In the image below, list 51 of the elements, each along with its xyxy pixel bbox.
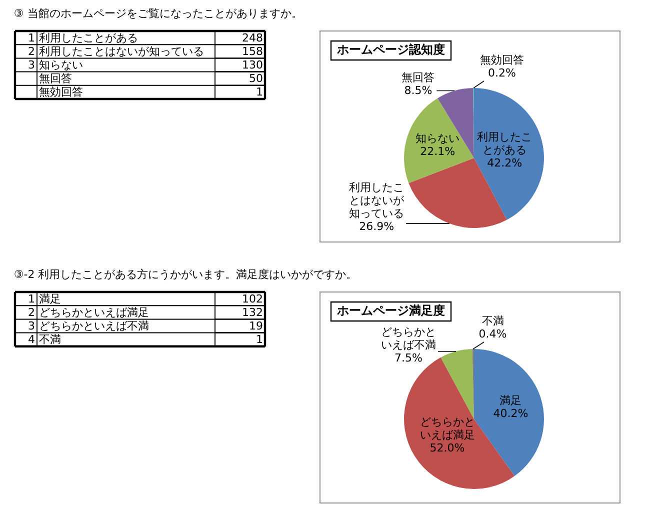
- data-label: 26.9%: [359, 220, 394, 234]
- y-tick-label: 4: [28, 333, 35, 346]
- pie-slice: [474, 88, 544, 220]
- y2-tick-label: 無効回答: [39, 86, 83, 99]
- data-label: 1: [256, 333, 263, 346]
- data-label: 130: [242, 58, 263, 72]
- y2-tick-label: どちらかといえば満足: [39, 306, 149, 319]
- y2-tick-label: 満足: [39, 292, 61, 306]
- data-label: 248: [242, 31, 263, 44]
- y2-tick-label: 知らない: [39, 58, 83, 72]
- chart-title: ③ 当館のホームページをご覧になったことがありますか。: [14, 6, 302, 20]
- data-label: 0.2%: [488, 66, 516, 80]
- data-label: 7.5%: [394, 351, 422, 364]
- data-label: 132: [242, 306, 263, 319]
- slice-label: 不満: [482, 314, 504, 328]
- data-label: 158: [242, 44, 263, 58]
- chart-title: ③-2 利用したことがある方にうかがいます。満足度はいかがですか。: [14, 268, 358, 281]
- y-tick-label: 1: [28, 292, 35, 306]
- data-label: 8.5%: [404, 84, 432, 98]
- data-label: 22.1%: [420, 145, 456, 158]
- data-label: 42.2%: [487, 156, 522, 170]
- data-label: 102: [242, 292, 263, 306]
- pie-slice: [474, 349, 544, 476]
- data-label: 0.4%: [478, 328, 507, 340]
- chart-title: ホームページ認知度: [336, 42, 445, 56]
- data-label: 52.0%: [430, 442, 465, 455]
- slice-label: 無回答: [402, 71, 435, 84]
- y2-tick-label: 利用したことがある: [39, 31, 138, 44]
- y-tick-label: 2: [28, 44, 35, 58]
- pie-slice: [440, 349, 474, 419]
- slice-label: どちらかといえば満足: [420, 416, 475, 442]
- data-label: 50: [249, 72, 263, 86]
- y2-tick-label: どちらかといえば不満: [39, 320, 149, 332]
- pie-slice: [404, 98, 474, 184]
- slice-label: どちらかといえば不満: [380, 325, 436, 352]
- slice-label: 無効回答: [480, 54, 524, 66]
- slice-label: 利用したことはないが知っている: [349, 181, 406, 220]
- y-tick-label: 2: [28, 306, 35, 319]
- slice-label: 知らない: [416, 132, 460, 146]
- data-label: 1: [256, 86, 263, 99]
- y2-tick-label: 利用したことはないが知っている: [39, 44, 204, 58]
- slice-label: 満足: [500, 394, 522, 407]
- chart-title: ホームページ満足度: [336, 304, 445, 318]
- y2-tick-label: 不満: [39, 333, 61, 346]
- y-tick-label: 3: [28, 320, 35, 332]
- slice-label: 利用したことがある: [477, 130, 532, 156]
- y2-tick-label: 無回答: [39, 72, 72, 86]
- data-label: 19: [249, 320, 263, 332]
- data-label: 40.2%: [493, 406, 528, 420]
- y-tick-label: 3: [28, 58, 35, 72]
- y-tick-label: 1: [28, 31, 35, 44]
